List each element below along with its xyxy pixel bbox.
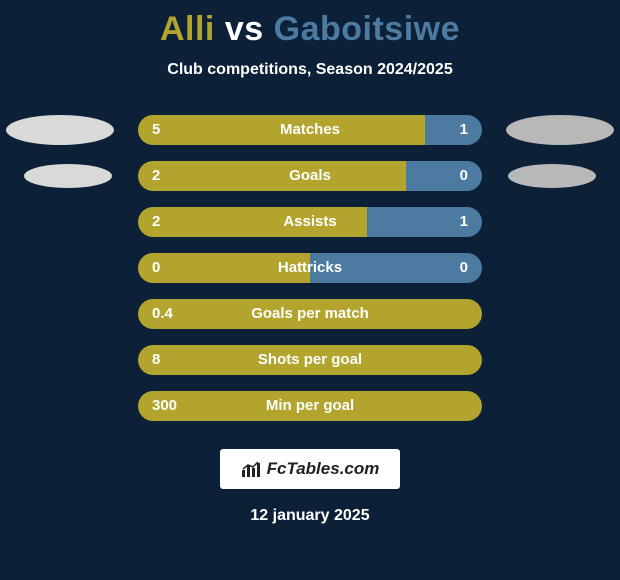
bar-left xyxy=(138,207,367,237)
stat-row: 8Shots per goal xyxy=(0,345,620,375)
value-left: 0.4 xyxy=(152,299,173,329)
bar-track xyxy=(138,207,482,237)
value-left: 0 xyxy=(152,253,160,283)
chart-icon xyxy=(241,460,263,478)
value-right: 0 xyxy=(460,253,468,283)
bar-left xyxy=(138,253,310,283)
stat-row: 51Matches xyxy=(0,115,620,145)
player2-name: Gaboitsiwe xyxy=(274,10,460,48)
bar-track xyxy=(138,161,482,191)
value-left: 8 xyxy=(152,345,160,375)
bar-right xyxy=(310,253,482,283)
bar-left xyxy=(138,345,482,375)
player1-name: Alli xyxy=(160,10,215,48)
bar-track xyxy=(138,391,482,421)
subtitle: Club competitions, Season 2024/2025 xyxy=(0,61,620,79)
value-right: 1 xyxy=(460,115,468,145)
stat-row: 300Min per goal xyxy=(0,391,620,421)
bar-right xyxy=(425,115,482,145)
bar-track xyxy=(138,253,482,283)
team-badge-right xyxy=(506,115,614,145)
team-badge-right xyxy=(508,164,596,188)
value-left: 2 xyxy=(152,161,160,191)
team-badge-left xyxy=(6,115,114,145)
vs-text: vs xyxy=(225,10,264,48)
stat-row: 0.4Goals per match xyxy=(0,299,620,329)
stats-chart: 51Matches20Goals21Assists00Hattricks0.4G… xyxy=(0,115,620,421)
date-text: 12 january 2025 xyxy=(0,507,620,525)
stat-row: 20Goals xyxy=(0,161,620,191)
value-left: 5 xyxy=(152,115,160,145)
value-left: 300 xyxy=(152,391,177,421)
value-left: 2 xyxy=(152,207,160,237)
bar-track xyxy=(138,345,482,375)
logo-text: FcTables.com xyxy=(267,459,380,479)
comparison-title: Alli vs Gaboitsiwe xyxy=(0,0,620,49)
bar-left xyxy=(138,391,482,421)
bar-right xyxy=(406,161,482,191)
bar-track xyxy=(138,299,482,329)
bar-left xyxy=(138,161,406,191)
stat-row: 00Hattricks xyxy=(0,253,620,283)
bar-left xyxy=(138,115,425,145)
bar-left xyxy=(138,299,482,329)
value-right: 1 xyxy=(460,207,468,237)
fctables-logo[interactable]: FcTables.com xyxy=(220,449,400,489)
value-right: 0 xyxy=(460,161,468,191)
team-badge-left xyxy=(24,164,112,188)
bar-track xyxy=(138,115,482,145)
stat-row: 21Assists xyxy=(0,207,620,237)
